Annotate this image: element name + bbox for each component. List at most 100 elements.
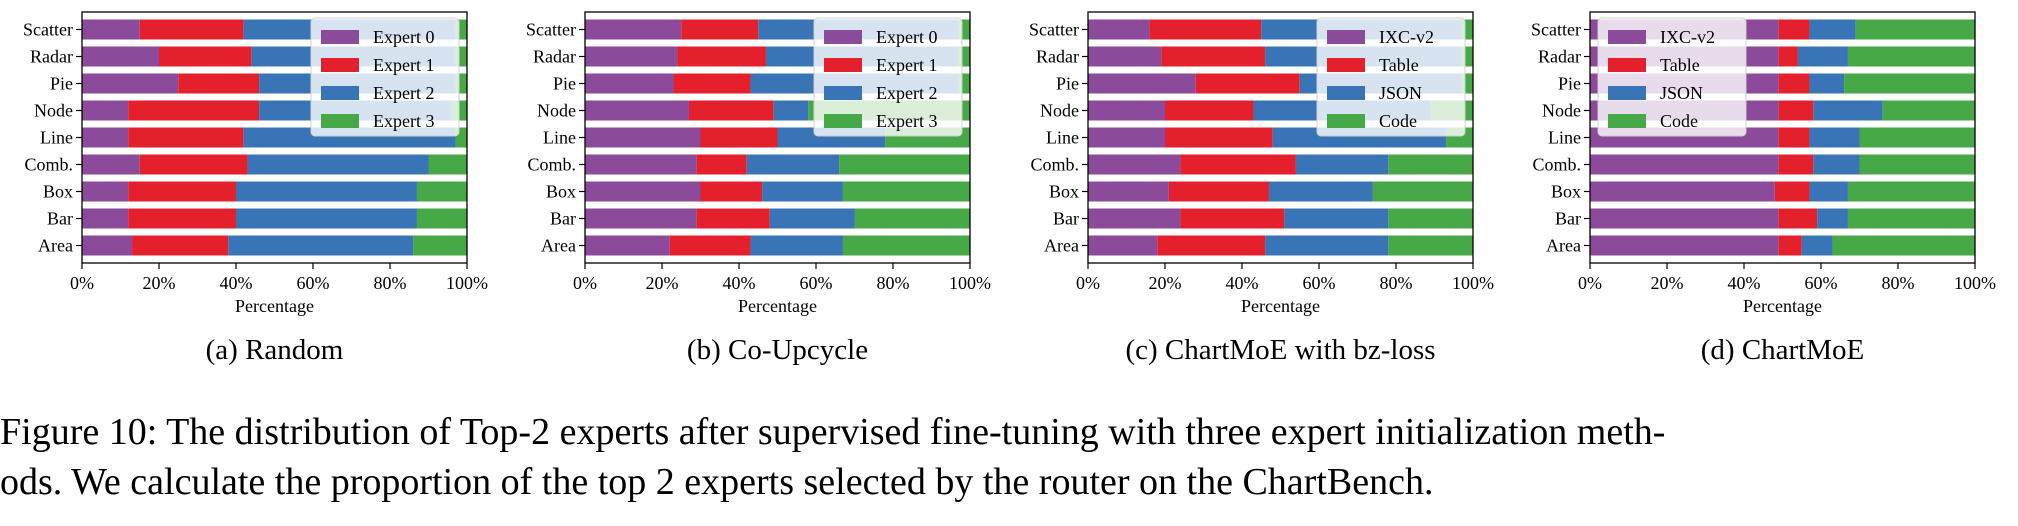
legend-label: Expert 0 [876,27,937,47]
legend-box [813,17,963,137]
bar-bar-series-2 [696,208,770,229]
legend-swatch-2 [1327,58,1365,72]
bar-node-series-3 [773,100,809,121]
legend-label: Code [1660,111,1698,131]
bar-pie-series-4 [455,73,467,94]
legend-label: IXC-v2 [1660,27,1715,47]
bar-line-series-1 [1088,127,1165,148]
bar-bar-series-1 [82,208,129,229]
x-tick-label: 20% [646,273,679,293]
bar-node-series-1 [1088,100,1165,121]
bar-scatter-series-4 [958,19,970,40]
bar-scatter-series-1 [585,19,682,40]
bar-box-series-2 [1774,181,1810,202]
y-tick-label: Area [1044,236,1079,256]
x-tick-label: 20% [1651,273,1684,293]
x-tick-label: 0% [1076,273,1100,293]
bar-comb-series-4 [1859,154,1975,175]
legend-swatch-4 [1608,114,1646,128]
bar-pie-series-3 [1809,73,1845,94]
bar-scatter-series-4 [1461,19,1473,40]
bar-area-series-1 [82,235,133,256]
y-tick-label: Area [1546,236,1581,256]
x-axis-label: Percentage [1743,296,1822,316]
y-tick-label: Node [34,101,73,121]
y-tick-label: Line [1046,128,1079,148]
bar-line-series-3 [1809,127,1860,148]
x-tick-label: 20% [1149,273,1182,293]
bar-radar-series-2 [1778,46,1798,67]
legend-box [310,17,460,137]
legend-swatch-3 [824,86,862,100]
x-axis-label: Percentage [738,296,817,316]
plot-frame [81,11,468,264]
bar-bar-series-3 [1284,208,1389,229]
y-tick-label: Bar [550,209,576,229]
y-tick-label: Comb. [24,155,73,175]
legend-swatch-1 [321,30,359,44]
bar-pie-series-1 [1088,73,1196,94]
chart-panel-2: Scatter Radar Pie Node Line Comb. Box Bar Area 0%… [526,11,991,366]
bar-comb-series-4 [839,154,970,175]
chart-panel-4: Scatter Radar Pie Node Line Comb. Box Bar Area 0%… [1531,11,1996,366]
x-tick-label: 80% [1882,273,1915,293]
plot-frame [1087,11,1474,264]
bar-scatter-series-4 [455,19,467,40]
bar-comb-series-1 [1590,154,1779,175]
bar-line-series-4 [1859,127,1975,148]
y-tick-label: Bar [1555,209,1581,229]
legend-label: Expert 3 [373,111,434,131]
bar-node-series-2 [688,100,774,121]
y-tick-label: Pie [1056,74,1079,94]
bar-box-series-4 [842,181,970,202]
bar-node-series-2 [128,100,260,121]
bar-scatter-series-1 [1088,19,1150,40]
y-tick-label: Area [541,236,576,256]
subcaption: (b) Co-Upcycle [687,334,868,366]
legend-swatch-4 [1327,114,1365,128]
y-tick-label: Node [1040,101,1079,121]
y-tick-label: Radar [533,47,576,67]
bar-bar-series-2 [1778,208,1818,229]
x-tick-label: 100% [446,273,488,293]
y-tick-label: Radar [1538,47,1581,67]
bar-area-series-2 [132,235,229,256]
y-tick-label: Scatter [23,20,73,40]
x-tick-label: 80% [374,273,407,293]
bar-scatter-series-2 [1778,19,1810,40]
caption-line-1: Figure 10: The distribution of Top-2 exp… [0,411,1666,453]
legend-swatch-1 [824,30,862,44]
bar-box-series-1 [585,181,701,202]
x-tick-label: 80% [1380,273,1413,293]
bar-area-series-2 [1778,235,1802,256]
legend-swatch-1 [1608,30,1646,44]
chart-panel-3: Scatter Radar Pie Node Line Comb. Box Bar Area 0%… [1029,11,1494,366]
bar-radar-series-4 [455,46,467,67]
plot-frame [584,11,971,264]
y-tick-label: Comb. [1030,155,1079,175]
y-tick-label: Scatter [1531,20,1581,40]
legend-label: Table [1379,55,1419,75]
bar-bar-series-1 [585,208,697,229]
bar-pie-series-2 [178,73,260,94]
bar-node-series-2 [1778,100,1814,121]
x-axis-label: Percentage [235,296,314,316]
bar-area-series-1 [1088,235,1158,256]
y-tick-label: Line [1548,128,1581,148]
bar-area-series-3 [1801,235,1833,256]
y-tick-label: Bar [1053,209,1079,229]
bar-bar-series-3 [236,208,417,229]
bar-scatter-series-2 [681,19,759,40]
legend-label: JSON [1660,83,1703,103]
y-tick-label: Box [1049,182,1079,202]
bar-bar-series-2 [128,208,236,229]
legend-label: Expert 0 [373,27,434,47]
bar-comb-series-2 [1180,154,1296,175]
bar-bar-series-1 [1590,208,1779,229]
y-tick-label: Bar [47,209,73,229]
legend-swatch-4 [321,114,359,128]
bar-node-series-1 [585,100,689,121]
bar-pie-series-1 [82,73,179,94]
bar-comb-series-2 [139,154,248,175]
plot-frame [1589,11,1976,264]
